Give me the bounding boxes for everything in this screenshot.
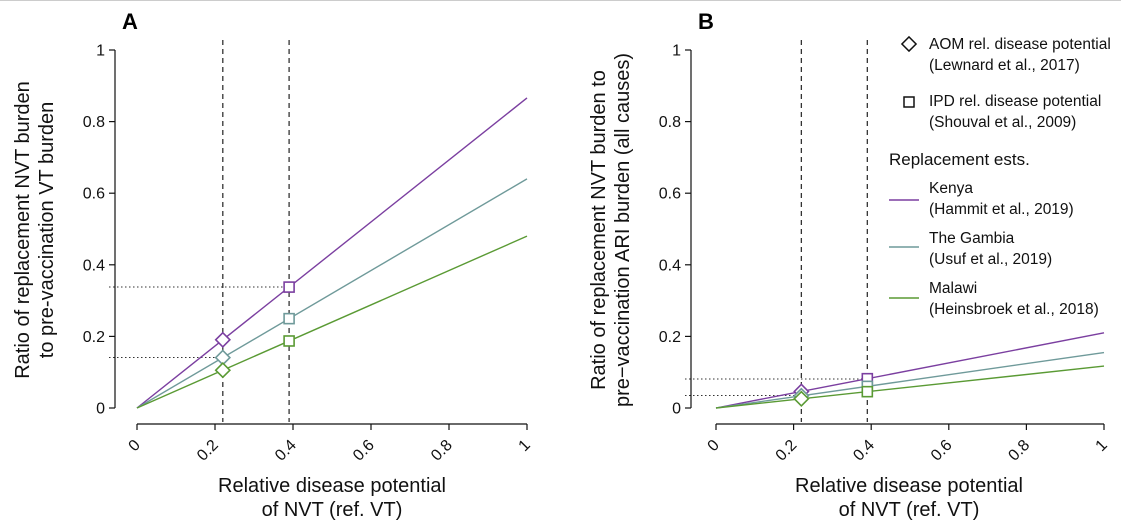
- legend-ipd-line1: IPD rel. disease potential: [929, 93, 1101, 110]
- series-line-the-gambia: [136, 178, 528, 409]
- panel-b-markers: [793, 372, 874, 407]
- legend-gambia-line1: The Gambia: [929, 230, 1015, 247]
- x-tick-label: 0.6: [928, 437, 956, 465]
- legend-aom-line2: (Lewnard et al., 2017): [929, 57, 1080, 74]
- panel-a-grid-lines: [109, 40, 290, 422]
- x-tick-label: 0: [705, 437, 723, 455]
- legend-aom-line1: AOM rel. disease potential: [929, 36, 1111, 53]
- aom-diamond-marker-malawi: [793, 390, 810, 407]
- series-line-kenya: [715, 332, 1105, 409]
- panel-a-letter: A: [122, 9, 138, 34]
- legend-ipd-line2: (Shouval et al., 2009): [929, 114, 1076, 131]
- panel-b-grid-lines: [685, 40, 868, 422]
- ipd-square-marker-malawi: [861, 385, 874, 398]
- panel-a-ylabel-line1: Ratio of replacement NVT burden: [12, 81, 34, 379]
- legend-kenya-line1: Kenya: [929, 180, 973, 197]
- legend-malawi-line2: (Heinsbroek et al., 2018): [929, 301, 1099, 318]
- y-tick-label: 0.2: [659, 329, 681, 346]
- panel-a-markers: [214, 281, 295, 379]
- aom-diamond-marker-the-gambia: [214, 349, 232, 366]
- panel-a-xlabel-line1: Relative disease potential: [218, 475, 446, 497]
- y-tick-label: 0.8: [83, 114, 105, 131]
- series-line-the-gambia: [715, 351, 1105, 409]
- x-tick-label: 0.8: [1005, 437, 1033, 465]
- y-tick-label: 0.2: [83, 329, 105, 346]
- y-tick-label: 0.6: [83, 186, 105, 203]
- panel-b-xlabel-line2: of NVT (ref. VT): [839, 499, 980, 521]
- panel-b-xlabel-line1: Relative disease potential: [795, 475, 1023, 497]
- legend-diamond-marker: [900, 35, 918, 53]
- series-line-kenya: [136, 97, 528, 409]
- legend-square-marker: [903, 96, 915, 108]
- aom-diamond-marker-kenya: [214, 331, 232, 348]
- x-tick-label: 0: [126, 437, 144, 455]
- legend: AOM rel. disease potential (Lewnard et a…: [889, 35, 1111, 318]
- ipd-square-marker-malawi: [283, 335, 295, 347]
- x-tick-label: 0.2: [773, 437, 801, 465]
- y-tick-label: 0.8: [659, 114, 681, 131]
- x-tick-label: 0.6: [350, 437, 378, 465]
- legend-kenya-line2: (Hammit et al., 2019): [929, 201, 1074, 218]
- panel-b-letter: B: [698, 9, 714, 34]
- x-tick-label: 0.4: [850, 437, 878, 465]
- legend-gambia-line2: (Usuf et al., 2019): [929, 251, 1052, 268]
- panel-b-ylabel-line1: Ratio of replacement NVT burden to: [588, 70, 610, 390]
- y-tick-label: 0.4: [659, 257, 681, 274]
- ipd-square-marker-the-gambia: [283, 312, 295, 325]
- x-tick-label: 0.4: [272, 437, 300, 465]
- aom-diamond-marker-malawi: [214, 361, 232, 379]
- y-tick-label: 0: [672, 401, 681, 418]
- y-tick-label: 1: [672, 43, 681, 60]
- x-tick-label: 0.8: [428, 437, 456, 465]
- legend-title: Replacement ests.: [889, 150, 1030, 169]
- panel-a-xlabel-line2: of NVT (ref. VT): [262, 499, 403, 521]
- panel-a-ylabel-line2: to pre-vaccination VT burden: [36, 102, 58, 358]
- panel-a-series: [136, 97, 528, 409]
- panel-b-ylabel-line2: pre−vaccination ARI burden (all causes): [612, 53, 634, 407]
- panel-b-series: [715, 332, 1105, 409]
- ipd-square-marker-kenya: [283, 281, 295, 293]
- x-tick-label: 1: [1093, 437, 1111, 455]
- series-line-malawi: [715, 365, 1105, 409]
- x-tick-label: 0.2: [194, 437, 222, 465]
- legend-malawi-line1: Malawi: [929, 280, 977, 297]
- y-tick-label: 0: [96, 401, 105, 418]
- panel-a-axes: 0 0.2 0.4 0.6 0.8 1 0 0.2 0.4 0.6 0.8 1: [83, 43, 534, 465]
- y-tick-label: 1: [96, 43, 105, 60]
- series-line-malawi: [136, 235, 528, 409]
- y-tick-label: 0.4: [83, 257, 105, 274]
- y-tick-label: 0.6: [659, 186, 681, 203]
- x-tick-label: 1: [516, 437, 534, 455]
- panel-a: A 0 0.2 0.4 0.6 0.8 1 0 0.2 0.4 0.6 0.8 1 Relative …: [12, 9, 534, 521]
